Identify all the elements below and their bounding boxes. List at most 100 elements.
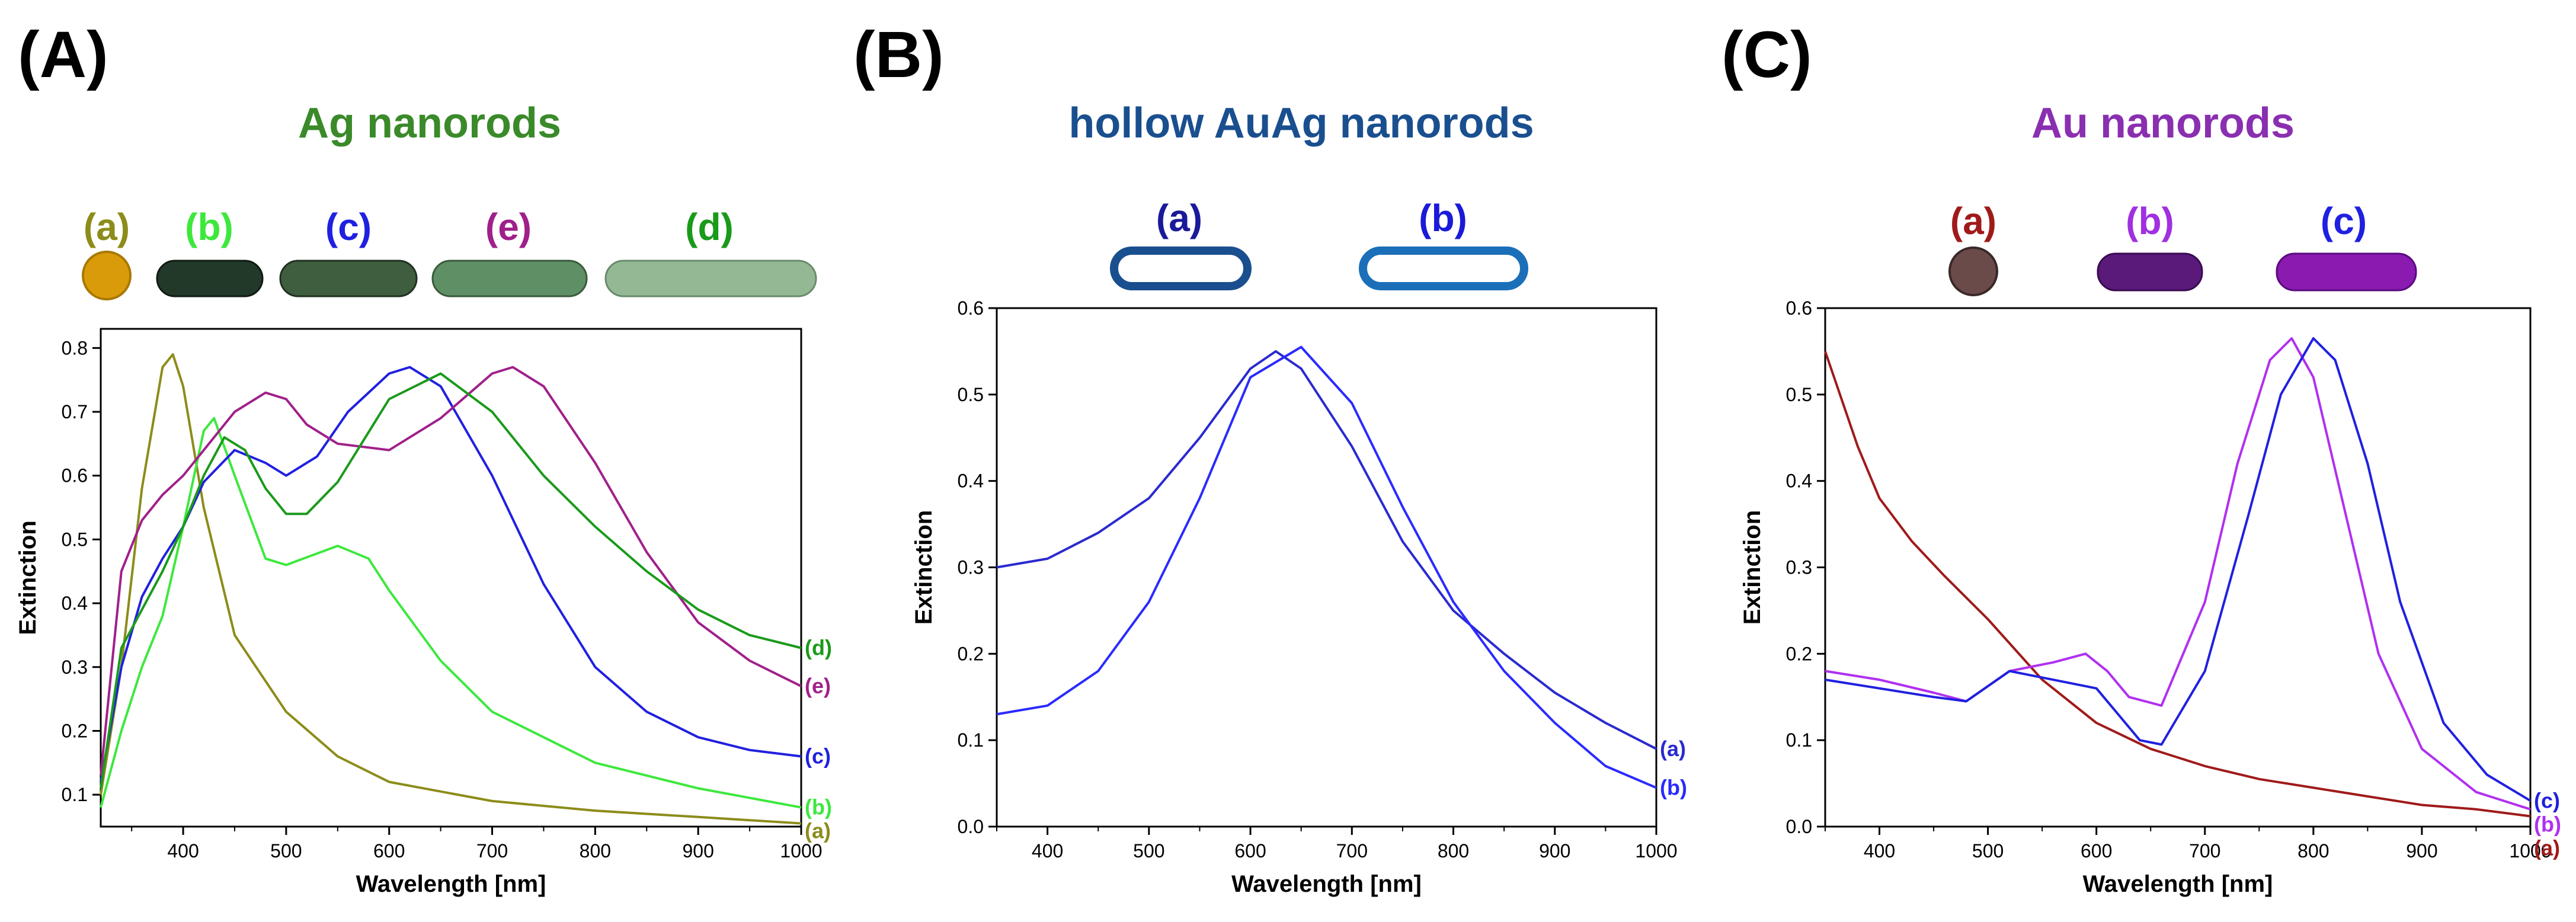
x-axis-title: Wavelength [nm] <box>1231 871 1422 897</box>
rod-shape <box>604 260 817 297</box>
x-tick-label: 1000 <box>2509 840 2551 862</box>
y-axis-title: Extinction <box>15 520 41 635</box>
series-end-label: (e) <box>805 674 831 698</box>
x-tick-label: 400 <box>1032 840 1063 862</box>
plot-b: 400 500 600 700 800 900 1000 0.0 0.1 0.2 0.3 0.4 0.5… <box>911 297 1687 897</box>
series-end-label: (b) <box>2534 812 2561 836</box>
rod-label: (b) <box>1419 197 1467 239</box>
x-tick-label: 800 <box>580 840 611 862</box>
plot-frame <box>996 307 1657 828</box>
x-tick-label: 900 <box>1539 840 1570 862</box>
series-end-label: (c) <box>805 744 831 769</box>
rod-label: (e) <box>485 206 532 248</box>
series-end-label: (b) <box>1660 775 1687 799</box>
series-line-b <box>100 417 802 809</box>
plot-a: 400 500 600 700 800 900 1000 0.1 0.2 0.3 0.4 0.5 0.6… <box>15 328 832 897</box>
x-axis-title: Wavelength [nm] <box>2083 871 2273 897</box>
panel-letter-a: (A) <box>18 18 108 91</box>
y-tick-label: 0.5 <box>958 384 984 405</box>
x-tick-label: 900 <box>682 840 713 862</box>
y-tick-label: 0.2 <box>62 720 88 741</box>
x-tick-label: 700 <box>2189 840 2220 862</box>
y-tick-label: 0.1 <box>958 729 984 751</box>
rod-shape <box>2276 252 2417 292</box>
x-tick-label: 600 <box>2081 840 2112 862</box>
y-tick-label: 0.3 <box>958 557 984 578</box>
x-tick-label: 600 <box>1234 840 1266 862</box>
rod-label: (a) <box>84 206 130 248</box>
x-tick-label: 500 <box>1133 840 1164 862</box>
x-tick-label: 800 <box>2297 840 2329 862</box>
x-tick-label: 700 <box>1336 840 1368 862</box>
x-tick-label: 400 <box>167 840 199 862</box>
series-line-a <box>100 353 802 825</box>
y-tick-label: 0.6 <box>62 465 88 486</box>
y-tick-label: 0.8 <box>62 337 88 358</box>
rod-label: (b) <box>2126 200 2174 242</box>
series-end-label: (d) <box>805 635 832 660</box>
series-end-label: (c) <box>2534 788 2560 812</box>
rod-illustrations-b: (a) (b) <box>1110 197 1528 290</box>
panel-title-a: Ag nanorods <box>298 100 561 147</box>
panel-title-b: hollow AuAg nanorods <box>1068 100 1534 147</box>
y-tick-label: 0.4 <box>1786 470 1812 492</box>
rod-shape-hollow <box>1359 246 1528 290</box>
y-axis-title: Extinction <box>911 510 937 625</box>
y-tick-label: 0.5 <box>62 529 88 550</box>
x-tick-label: 600 <box>373 840 405 862</box>
rod-label: (b) <box>185 206 233 248</box>
rod-shape <box>156 260 264 297</box>
x-tick-label: 1000 <box>780 840 822 862</box>
y-axis-title: Extinction <box>1739 510 1765 625</box>
series-line-a <box>1824 351 2531 818</box>
panel-letter-b: (B) <box>853 18 944 91</box>
series-end-label: (a) <box>1660 737 1686 761</box>
series-line-a <box>996 350 1657 750</box>
panel-title-c: Au nanorods <box>2031 100 2295 147</box>
rod-label: (a) <box>1950 200 1996 242</box>
x-tick-label: 500 <box>1972 840 2004 862</box>
series-end-label: (a) <box>805 819 831 843</box>
series-line-c <box>100 366 802 782</box>
series-line-b <box>996 345 1657 789</box>
x-tick-label: 400 <box>1864 840 1895 862</box>
x-tick-label: 900 <box>2406 840 2437 862</box>
rod-illustrations-c: (a) (b) (c) <box>1948 200 2417 296</box>
y-tick-label: 0.5 <box>1786 384 1812 405</box>
y-tick-label: 0.1 <box>1786 729 1812 751</box>
y-tick-label: 0.4 <box>958 470 984 492</box>
y-tick-label: 0.6 <box>958 297 984 319</box>
series-line-e <box>100 366 802 776</box>
x-tick-label: 700 <box>476 840 508 862</box>
rod-label: (c) <box>325 206 372 248</box>
series-end-label: (b) <box>805 795 832 819</box>
rod-shape-sphere <box>1948 246 1998 296</box>
rod-shape <box>279 260 418 297</box>
rod-shape-sphere <box>82 251 132 300</box>
y-tick-label: 0.7 <box>62 401 88 422</box>
y-tick-label: 0.2 <box>958 643 984 664</box>
rod-shape <box>2097 252 2203 292</box>
rod-shape <box>431 260 588 297</box>
panel-letter-c: (C) <box>1721 18 1812 91</box>
y-tick-label: 0.0 <box>958 816 984 837</box>
plot-frame <box>100 328 802 828</box>
x-axis-title: Wavelength [nm] <box>356 871 546 897</box>
rod-label: (c) <box>2321 200 2367 242</box>
x-tick-label: 1000 <box>1635 840 1677 862</box>
y-tick-label: 0.2 <box>1786 643 1812 664</box>
rod-label: (d) <box>685 206 734 248</box>
series-line-b <box>1825 337 2531 811</box>
x-tick-label: 800 <box>1438 840 1469 862</box>
plot-frame <box>1824 307 2532 828</box>
series-line-d <box>100 372 802 789</box>
rod-shape-hollow <box>1110 246 1252 290</box>
series-line-c <box>1825 337 2532 802</box>
plot-c: 400 500 600 700 800 900 1000 0.0 0.1 0.2 0.3 0.4 0.5… <box>1739 297 2561 897</box>
y-tick-label: 0.3 <box>62 657 88 678</box>
y-tick-label: 0.6 <box>1786 297 1812 319</box>
y-tick-label: 0.1 <box>62 784 88 805</box>
y-tick-label: 0.3 <box>1786 557 1812 578</box>
y-tick-label: 0.0 <box>1786 816 1812 837</box>
